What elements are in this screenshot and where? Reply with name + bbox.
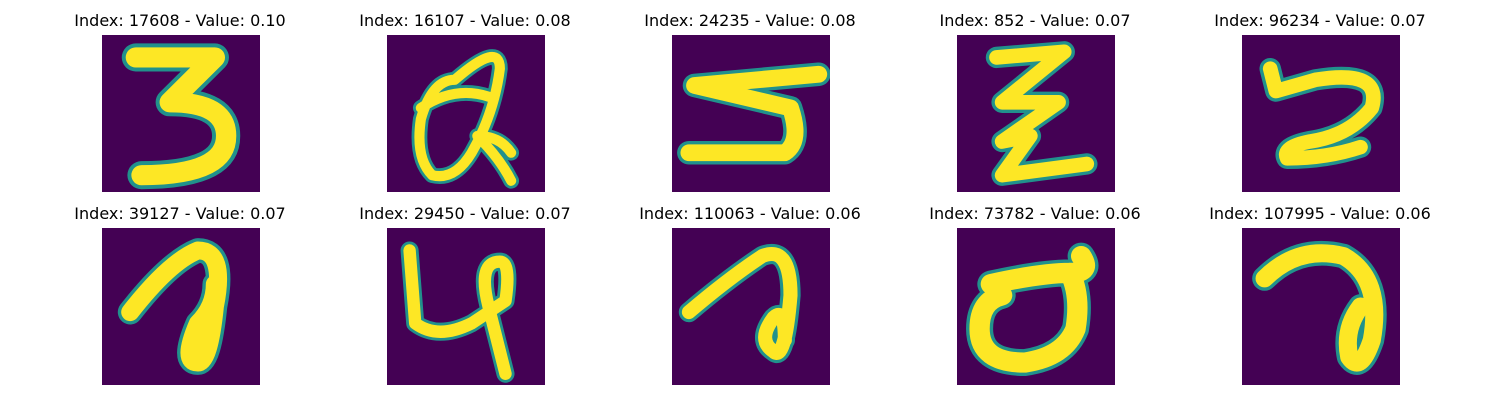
digit-image <box>957 35 1115 192</box>
panel-title: Index: 17608 - Value: 0.10 <box>74 11 286 30</box>
digit-image <box>957 228 1115 385</box>
digit-panel-9: Index: 73782 - Value: 0.06 <box>885 193 1185 388</box>
digit-panel-4: Index: 852 - Value: 0.07 <box>885 0 1185 195</box>
digit-image <box>102 228 260 385</box>
digit-panel-1: Index: 17608 - Value: 0.10 <box>30 0 330 195</box>
digit-panel-8: Index: 110063 - Value: 0.06 <box>600 193 900 388</box>
panel-title: Index: 39127 - Value: 0.07 <box>74 204 286 223</box>
digit-panel-7: Index: 29450 - Value: 0.07 <box>315 193 615 388</box>
digit-panel-10: Index: 107995 - Value: 0.06 <box>1170 193 1470 388</box>
digit-panel-5: Index: 96234 - Value: 0.07 <box>1170 0 1470 195</box>
digit-panel-6: Index: 39127 - Value: 0.07 <box>30 193 330 388</box>
digit-image <box>1242 35 1400 192</box>
digit-image <box>672 35 830 192</box>
digit-image <box>102 35 260 192</box>
digit-image <box>387 35 545 192</box>
panel-title: Index: 107995 - Value: 0.06 <box>1209 204 1431 223</box>
digit-image <box>387 228 545 385</box>
panel-title: Index: 29450 - Value: 0.07 <box>359 204 571 223</box>
digit-image <box>672 228 830 385</box>
panel-title: Index: 96234 - Value: 0.07 <box>1214 11 1426 30</box>
digit-image <box>1242 228 1400 385</box>
panel-title: Index: 16107 - Value: 0.08 <box>359 11 571 30</box>
panel-title: Index: 24235 - Value: 0.08 <box>644 11 856 30</box>
digit-panel-3: Index: 24235 - Value: 0.08 <box>600 0 900 195</box>
panel-title: Index: 110063 - Value: 0.06 <box>639 204 861 223</box>
panel-title: Index: 852 - Value: 0.07 <box>939 11 1131 30</box>
digit-panel-2: Index: 16107 - Value: 0.08 <box>315 0 615 195</box>
panel-title: Index: 73782 - Value: 0.06 <box>929 204 1141 223</box>
